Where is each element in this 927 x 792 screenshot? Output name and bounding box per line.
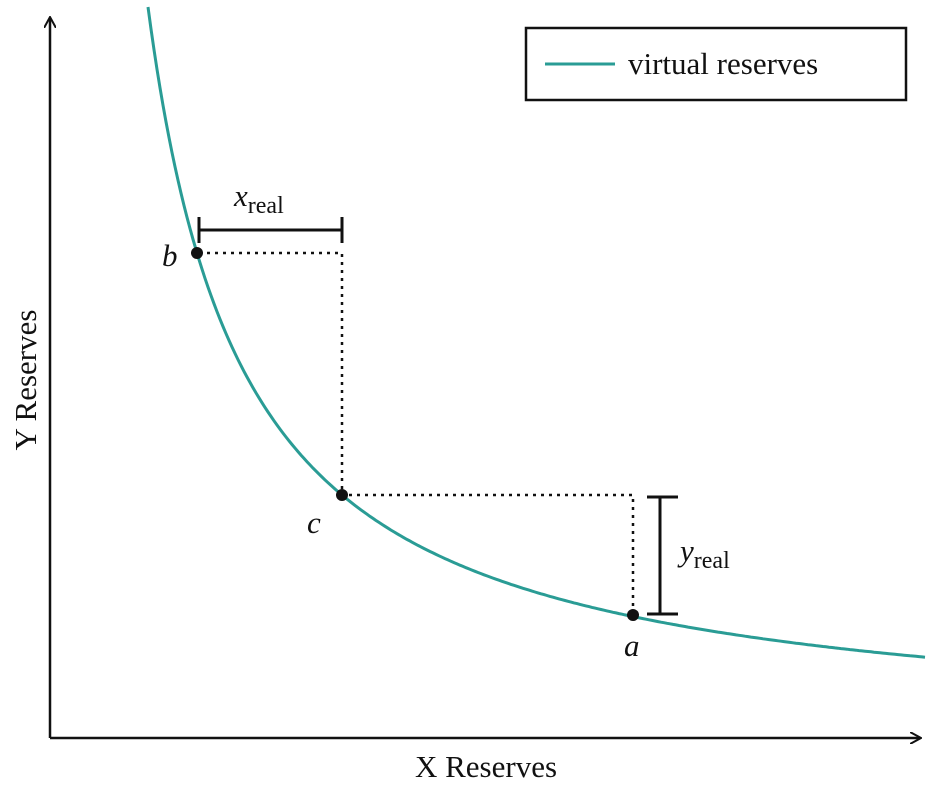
point-label: b bbox=[162, 238, 178, 273]
point-label: c bbox=[307, 505, 321, 540]
point-a bbox=[627, 609, 639, 621]
x-axis-label: X Reserves bbox=[415, 749, 557, 784]
x-real-label: xreal bbox=[233, 178, 284, 219]
curve bbox=[146, 6, 926, 659]
point-b bbox=[191, 247, 203, 259]
y-axis-label: Y Reserves bbox=[8, 310, 43, 451]
y-real-label: yreal bbox=[677, 533, 730, 574]
y-bracket bbox=[647, 495, 678, 616]
point-label: a bbox=[624, 628, 640, 663]
legend: virtual reserves bbox=[524, 26, 908, 102]
guide-lines bbox=[199, 251, 635, 613]
point-c bbox=[336, 489, 348, 501]
legend-label: virtual reserves bbox=[628, 46, 818, 81]
x-bracket bbox=[197, 217, 344, 243]
